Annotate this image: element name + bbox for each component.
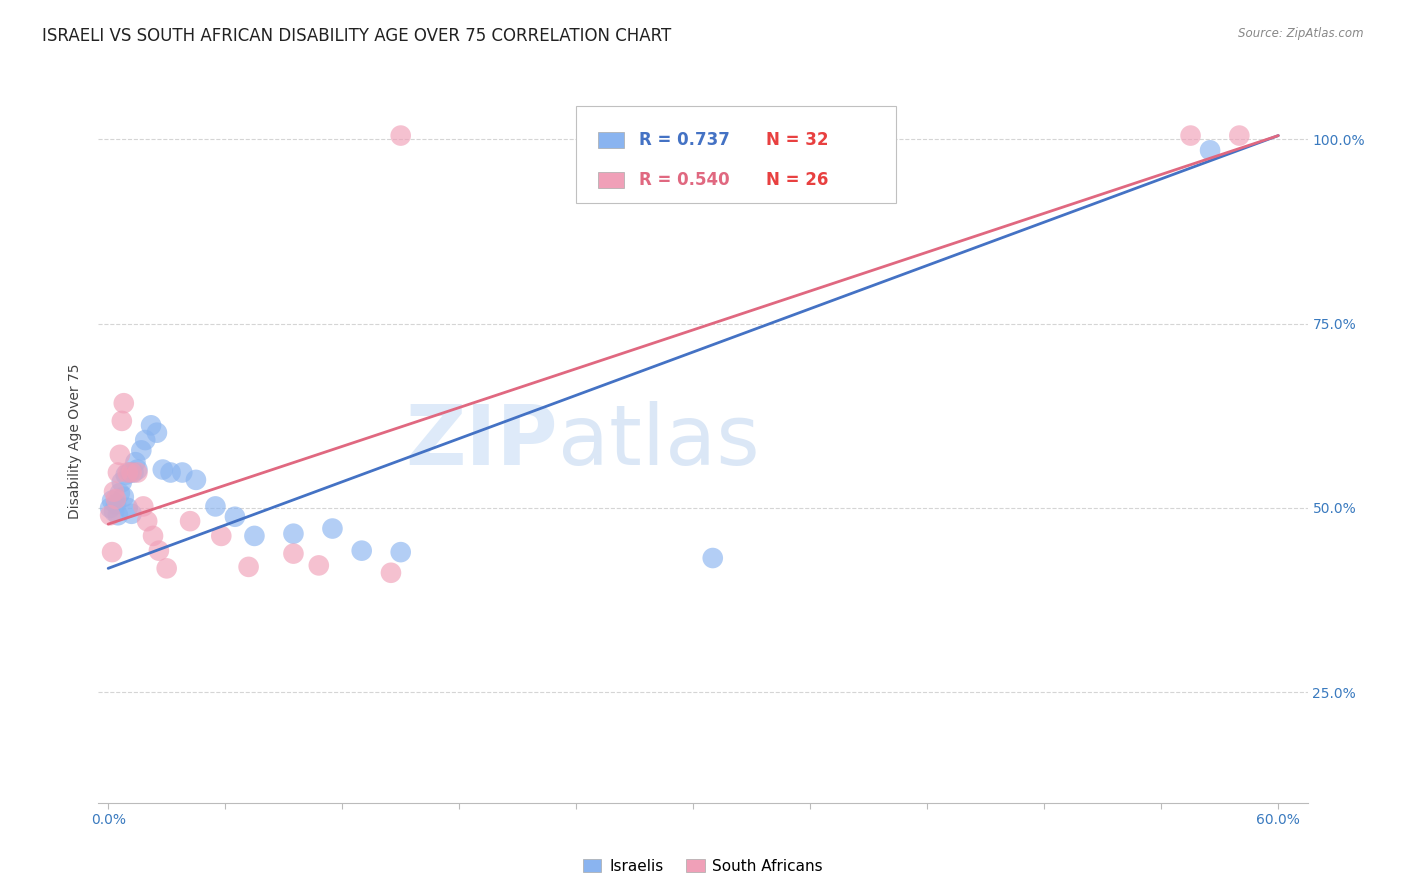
Point bbox=[127, 466, 149, 480]
Point bbox=[159, 466, 181, 480]
Point bbox=[118, 466, 141, 480]
Point bbox=[139, 418, 162, 433]
Point bbox=[702, 551, 724, 566]
Point bbox=[104, 491, 127, 506]
Bar bbox=[576, 105, 897, 203]
Point bbox=[209, 529, 232, 543]
Point bbox=[121, 507, 143, 521]
Point bbox=[117, 466, 139, 480]
Text: ISRAELI VS SOUTH AFRICAN DISABILITY AGE OVER 75 CORRELATION CHART: ISRAELI VS SOUTH AFRICAN DISABILITY AGE … bbox=[42, 27, 672, 45]
Point bbox=[243, 529, 266, 543]
Point bbox=[350, 543, 373, 558]
Point bbox=[98, 508, 121, 523]
Point bbox=[204, 500, 226, 514]
Point bbox=[238, 560, 260, 574]
Point bbox=[224, 509, 246, 524]
Point bbox=[179, 514, 201, 528]
Point bbox=[136, 514, 159, 528]
Point bbox=[108, 486, 131, 500]
Point bbox=[152, 462, 174, 476]
Point bbox=[114, 467, 136, 482]
Bar bbox=[598, 172, 624, 188]
Point bbox=[117, 500, 139, 515]
Point bbox=[184, 473, 207, 487]
Text: N = 32: N = 32 bbox=[766, 131, 828, 149]
Point bbox=[148, 543, 170, 558]
Legend: Israelis, South Africans: Israelis, South Africans bbox=[576, 853, 830, 880]
Point bbox=[134, 433, 156, 447]
Point bbox=[1227, 128, 1250, 143]
Point bbox=[124, 455, 146, 469]
Point bbox=[283, 547, 305, 561]
Point bbox=[156, 561, 179, 575]
Text: ZIP: ZIP bbox=[405, 401, 558, 482]
Point bbox=[103, 505, 125, 519]
Point bbox=[107, 466, 129, 480]
Point bbox=[112, 490, 135, 504]
Point bbox=[389, 545, 412, 559]
Point bbox=[1199, 144, 1222, 158]
Point bbox=[389, 128, 412, 143]
Point bbox=[308, 558, 330, 573]
Bar bbox=[598, 132, 624, 148]
Point bbox=[101, 493, 124, 508]
Point bbox=[98, 500, 121, 515]
Text: R = 0.540: R = 0.540 bbox=[638, 171, 730, 189]
Point bbox=[380, 566, 402, 580]
Point bbox=[121, 466, 143, 480]
Text: atlas: atlas bbox=[558, 401, 759, 482]
Text: Source: ZipAtlas.com: Source: ZipAtlas.com bbox=[1239, 27, 1364, 40]
Point bbox=[122, 466, 145, 480]
Point bbox=[321, 522, 343, 536]
Point bbox=[112, 396, 135, 410]
Point bbox=[132, 500, 155, 514]
Point bbox=[652, 128, 675, 143]
Point bbox=[111, 414, 134, 428]
Point bbox=[283, 526, 305, 541]
Point bbox=[172, 466, 194, 480]
Point bbox=[146, 425, 169, 440]
Point bbox=[142, 529, 165, 543]
Y-axis label: Disability Age Over 75: Disability Age Over 75 bbox=[69, 364, 83, 519]
Point bbox=[103, 484, 125, 499]
Point bbox=[131, 443, 153, 458]
Point bbox=[104, 497, 127, 511]
Point bbox=[101, 545, 124, 559]
Text: N = 26: N = 26 bbox=[766, 171, 828, 189]
Point bbox=[1180, 128, 1202, 143]
Point bbox=[107, 508, 129, 523]
Point bbox=[127, 462, 149, 476]
Point bbox=[111, 475, 134, 489]
Text: R = 0.737: R = 0.737 bbox=[638, 131, 730, 149]
Point bbox=[108, 448, 131, 462]
